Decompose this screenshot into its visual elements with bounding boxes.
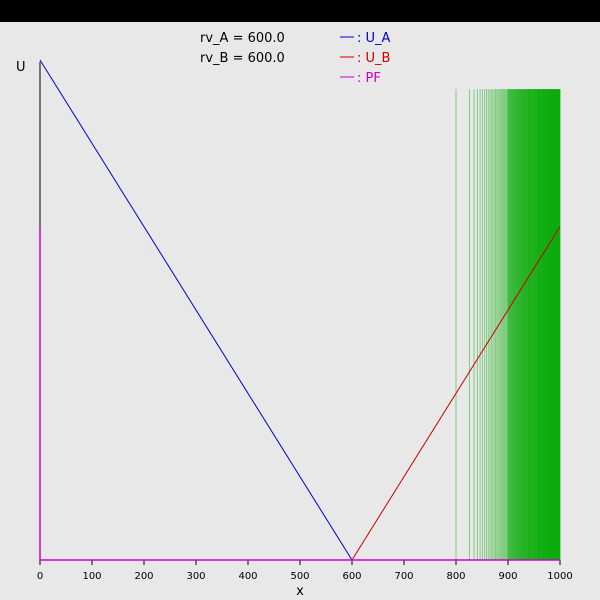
annotation-rv-a: rv_A = 600.0 <box>200 31 285 46</box>
legend-label-u-a: : U_A <box>357 31 391 46</box>
x-tick-label: 1000 <box>547 571 572 582</box>
series <box>39 59 561 561</box>
x-tick-label: 400 <box>238 571 257 582</box>
x-ticks: 0 100 200 300 400 500 600 700 800 900 1000 <box>37 560 573 582</box>
top-bar <box>0 0 600 22</box>
legend-label-pf: : PF <box>357 71 381 86</box>
green-lines <box>455 89 561 560</box>
x-tick-label: 700 <box>394 571 413 582</box>
x-tick-label: 500 <box>290 571 309 582</box>
x-tick-label: 900 <box>498 571 517 582</box>
x-tick-label: 0 <box>37 571 43 582</box>
legend-label-u-b: : U_B <box>357 51 390 66</box>
series-line-pf <box>39 226 560 561</box>
x-tick-label: 200 <box>134 571 153 582</box>
legend: : U_A : U_B : PF <box>340 31 391 86</box>
y-axis-label: U <box>16 60 26 75</box>
x-tick-label: 300 <box>186 571 205 582</box>
x-tick-label: 100 <box>82 571 101 582</box>
x-tick-label: 800 <box>446 571 465 582</box>
x-axis-label: x <box>296 584 304 599</box>
annotation-rv-b: rv_B = 600.0 <box>200 51 285 66</box>
x-tick-label: 600 <box>342 571 361 582</box>
